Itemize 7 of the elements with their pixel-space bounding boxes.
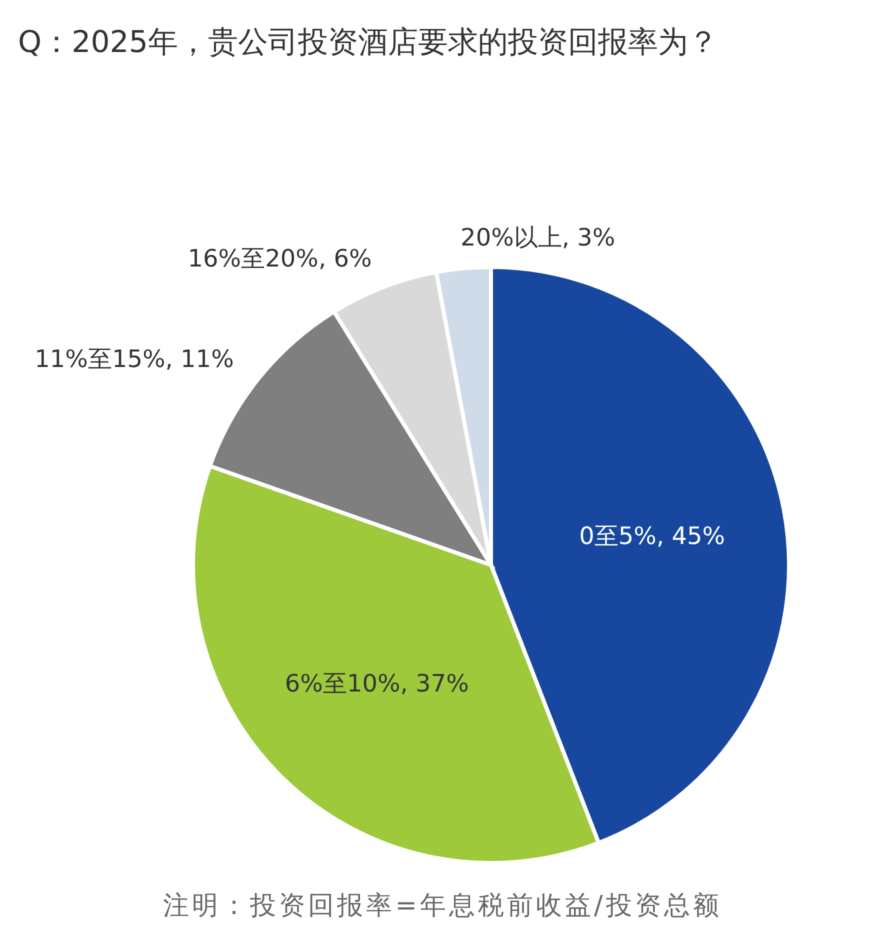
slice-label: 0至5%, 45% — [579, 522, 726, 550]
text: 注明：投资回报率=年息税前收益/投资总额 — [162, 890, 723, 923]
slice-label: 6%至10%, 37% — [284, 670, 469, 698]
slice-label: 16%至20%, 6% — [188, 244, 372, 272]
chart-title: Q：2025年，贵公司投资酒店要求的投资回报率为？ — [17, 24, 719, 62]
slice-label: 20%以上, 3% — [460, 223, 616, 252]
slice-label: 11%至15%, 11% — [34, 345, 234, 374]
